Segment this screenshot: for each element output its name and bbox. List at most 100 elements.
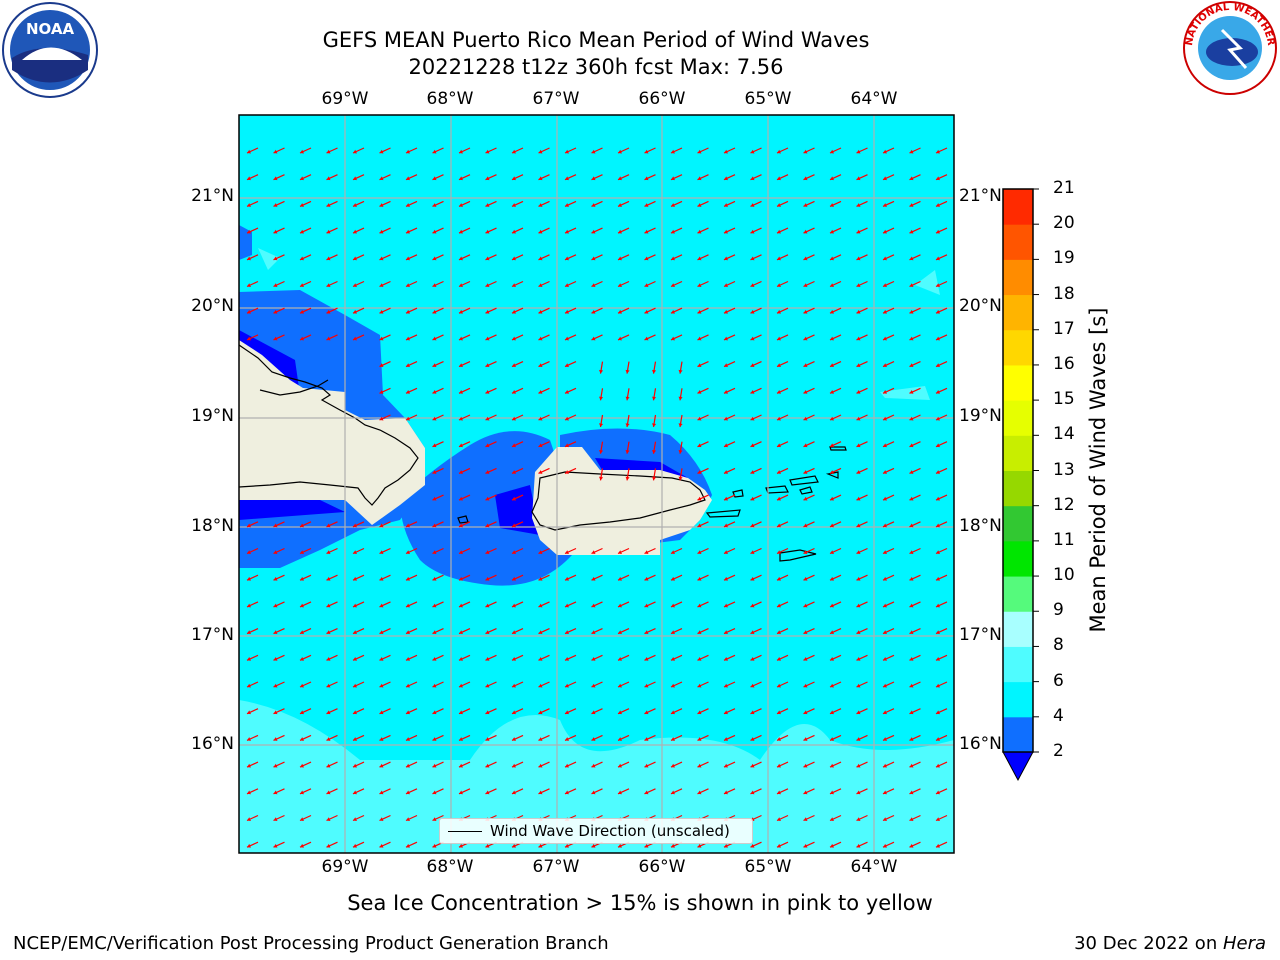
hispaniola-land: [239, 340, 425, 525]
wave-arrow-616: [670, 788, 683, 795]
wave-arrow-317: [829, 467, 842, 474]
wave-arrow-127: [750, 254, 762, 261]
wave-arrow-626: [935, 788, 948, 795]
wave-arrow-68: [617, 200, 630, 207]
wave-arrow-419: [458, 601, 471, 608]
wave-arrow-624: [882, 788, 895, 795]
wave-arrow-95: [617, 227, 630, 234]
wave-arrow-98: [697, 227, 709, 234]
wave-arrow-385: [273, 574, 285, 581]
wave-arrow-116: [458, 254, 471, 261]
wave-arrow-480: [644, 654, 656, 661]
lon-label-top-64w: 64°W: [850, 89, 898, 109]
wave-arrow-50: [856, 174, 868, 181]
wave-arrow-65: [538, 200, 550, 207]
colorbar-tick-20: 20: [1053, 213, 1075, 234]
wave-arrow-126: [723, 254, 736, 261]
landmasses: [239, 340, 712, 555]
wave-arrow-578: [379, 761, 391, 768]
wave-arrow-673: [750, 841, 762, 848]
wave-arrow-250: [697, 387, 709, 394]
wave-arrow-267: [564, 414, 577, 421]
wave-arrow-560: [617, 734, 630, 741]
wave-arrow-678: [882, 841, 895, 848]
wave-arrow-625: [909, 788, 921, 795]
wave-arrow-134: [935, 254, 948, 261]
wave-arrow-395: [538, 574, 550, 581]
wave-arrow-479: [617, 654, 630, 661]
wave-arrow-390: [405, 574, 418, 581]
wave-arrow-158: [856, 280, 868, 288]
st-john-island: [789, 475, 819, 486]
wave-arrow-170: [458, 307, 471, 314]
wave-arrow-112: [352, 254, 365, 261]
wave-arrow-377: [776, 547, 789, 555]
colorbar-tick-16: 16: [1053, 353, 1075, 374]
wave-arrow-118: [511, 254, 524, 261]
wave-arrow-325: [511, 494, 524, 501]
wave-arrow-534: [644, 708, 656, 715]
wave-arrow-527: [458, 708, 471, 715]
wave-arrow-416: [379, 601, 391, 608]
wave-arrow-632: [379, 814, 391, 822]
wave-arrow-396: [564, 574, 577, 581]
wave-arrow-144: [485, 280, 497, 288]
wave-arrow-113: [379, 254, 391, 261]
wave-arrow-581: [458, 761, 471, 768]
wave-arrow-606: [405, 788, 418, 795]
wave-arrow-449: [538, 628, 550, 635]
wave-arrow-407: [856, 574, 868, 581]
wave-arrow-389: [379, 574, 391, 581]
wave-arrow-441: [326, 628, 338, 635]
lon-label-top-69w: 69°W: [321, 89, 369, 109]
wave-arrow-408: [882, 574, 895, 581]
wave-arrow-234: [856, 361, 868, 368]
wave-arrow-242: [485, 387, 497, 394]
wave-arrow-400: [670, 574, 683, 581]
wave-arrow-274: [750, 414, 762, 421]
wave-arrow-335: [935, 494, 948, 501]
lat-label-left-19n: 19°N: [191, 406, 234, 426]
wave-arrow-114: [405, 254, 418, 261]
wave-arrow-489: [882, 654, 895, 661]
wave-arrow-471: [405, 654, 418, 661]
wave-arrow-456: [723, 628, 736, 635]
wave-arrow-324: [485, 494, 497, 501]
wave-arrow-37: [511, 174, 524, 181]
wave-arrow-580: [432, 761, 444, 768]
wave-arrow-631: [352, 814, 365, 822]
wave-arrow-252: [750, 387, 762, 394]
wave-arrow-540: [803, 708, 815, 715]
wave-arrow-483: [723, 654, 736, 661]
wave-arrow-450: [564, 628, 577, 635]
wave-arrow-94: [591, 227, 603, 234]
wave-arrow-585: [564, 761, 577, 768]
wave-arrow-189: [246, 334, 259, 341]
wave-arrow-85: [352, 227, 365, 234]
wave-arrow-321: [935, 467, 948, 474]
wave-arrow-26: [935, 147, 948, 154]
wave-arrow-351: [803, 521, 815, 528]
wave-arrow-180: [723, 307, 736, 314]
wave-arrow-494: [299, 681, 312, 688]
wave-arrow-49: [829, 174, 842, 181]
wave-arrow-345: [485, 521, 497, 528]
wave-arrow-166: [352, 307, 365, 314]
wave-arrow-440: [299, 628, 312, 635]
wave-arrow-154: [750, 280, 762, 288]
wave-arrow-316: [803, 467, 815, 474]
wave-arrow-44: [697, 174, 709, 181]
north-light-patch: [258, 248, 280, 270]
wave-arrow-574: [273, 761, 285, 768]
wave-arrow-137: [299, 280, 312, 288]
wave-arrow-153: [723, 280, 736, 288]
lon-label-bottom-66w: 66°W: [638, 857, 686, 877]
wave-arrow-221: [511, 361, 524, 368]
wave-arrow-447: [485, 628, 497, 635]
wave-arrow-14: [617, 147, 630, 154]
wave-arrow-379: [829, 547, 842, 555]
wave-arrow-466: [273, 654, 285, 661]
lon-label-top-67w: 67°W: [532, 89, 580, 109]
wave-arrow-338: [299, 521, 312, 528]
wave-arrow-90: [485, 227, 497, 234]
